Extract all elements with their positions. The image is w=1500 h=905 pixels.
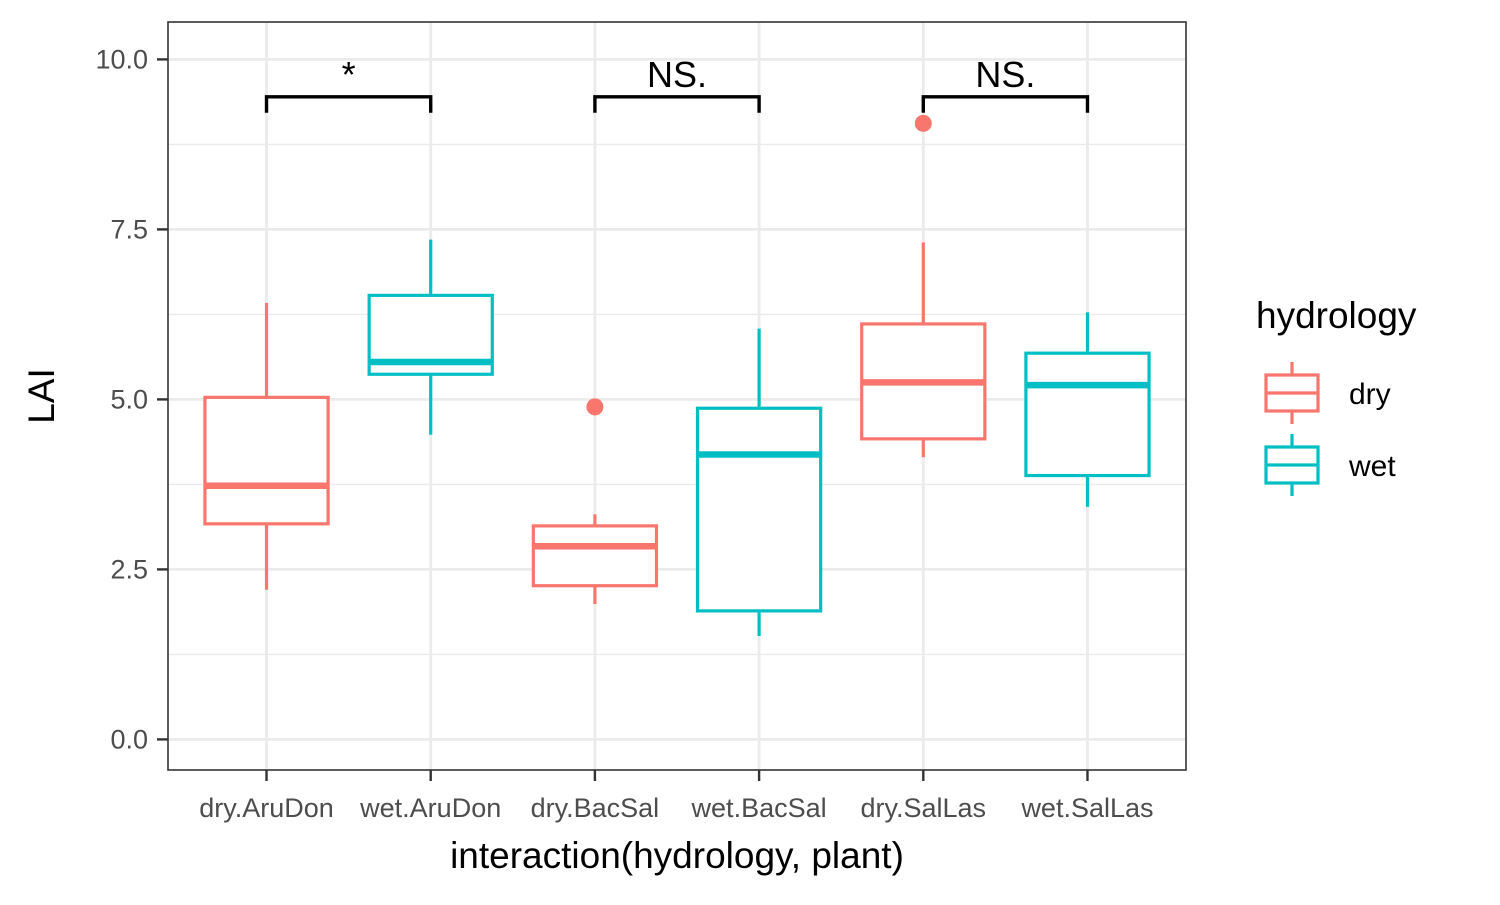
significance-label: NS. [975, 54, 1035, 95]
x-axis-title: interaction(hydrology, plant) [450, 835, 904, 876]
legend-label: dry [1349, 378, 1391, 411]
x-tick-label: dry.BacSal [531, 793, 660, 823]
box-series [203, 114, 1151, 637]
y-tick-label: 2.5 [110, 554, 148, 584]
legend-label: wet [1348, 450, 1396, 483]
x-tick-label: wet.AruDon [359, 793, 501, 823]
box-dry.BacSal [531, 398, 659, 605]
bracket-line [593, 95, 761, 113]
box-wet.SalLas [1024, 312, 1151, 507]
outlier-point [914, 114, 932, 132]
box-iqr [531, 524, 659, 588]
box-dry.SalLas [860, 114, 987, 458]
x-tick-label: wet.BacSal [691, 793, 827, 823]
significance-bracket: * [264, 54, 433, 113]
significance-label: * [342, 54, 356, 95]
axes: 0.0 2.5 5.0 7.5 10.0 dry.AruDon wet.AruDon dry.… [95, 44, 1153, 823]
y-tick-label: 10.0 [95, 44, 148, 74]
bracket-line [264, 95, 433, 113]
bracket-line [921, 95, 1090, 113]
box-iqr [203, 395, 330, 526]
box-iqr [1024, 351, 1151, 478]
box-dry.AruDon [203, 302, 330, 590]
box-iqr [695, 406, 823, 613]
legend-key-dry: dry [1264, 362, 1391, 424]
panel-border [167, 21, 1187, 771]
box-wet.AruDon [367, 239, 494, 435]
significance-bracket: NS. [921, 54, 1090, 113]
y-axis-title: LAI [21, 368, 62, 424]
x-tick-label: wet.SalLas [1020, 793, 1153, 823]
significance-label: NS. [647, 54, 707, 95]
outlier-point [586, 398, 604, 416]
x-tick-label: dry.AruDon [199, 793, 334, 823]
legend-key-wet: wet [1264, 434, 1396, 496]
y-tick-label: 7.5 [110, 214, 148, 244]
significance-bracket: NS. [593, 54, 761, 113]
legend-title: hydrology [1256, 295, 1417, 336]
significance-brackets: * NS. NS. [264, 54, 1090, 113]
y-tick-label: 0.0 [110, 724, 148, 754]
legend: hydrology dry wet [1256, 295, 1417, 496]
y-tick-label: 5.0 [110, 384, 148, 414]
x-tick-label: dry.SalLas [861, 793, 987, 823]
box-wet.BacSal [695, 328, 823, 637]
